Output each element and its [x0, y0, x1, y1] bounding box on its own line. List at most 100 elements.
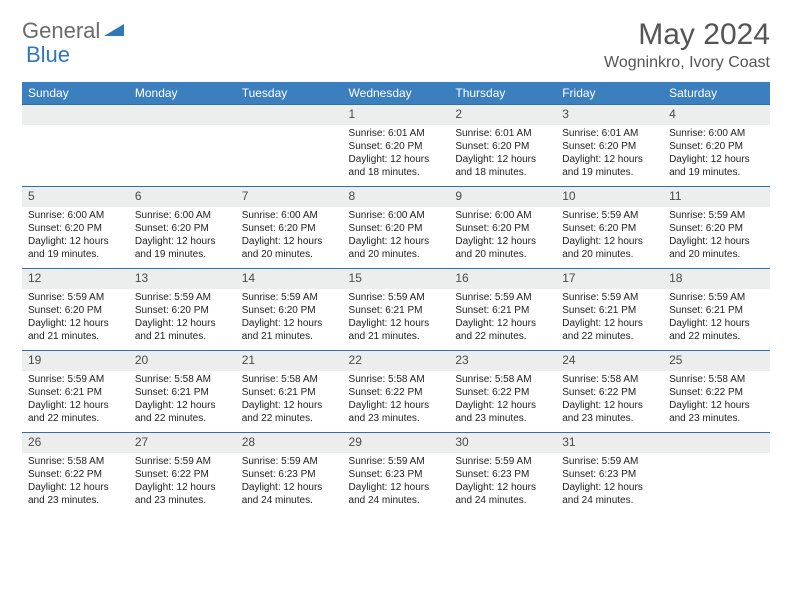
- day-cell: Sunrise: 6:00 AMSunset: 6:20 PMDaylight:…: [663, 125, 770, 187]
- day-detail-line: Sunset: 6:22 PM: [455, 386, 550, 399]
- day-detail-line: and 20 minutes.: [242, 248, 337, 261]
- day-detail-line: Daylight: 12 hours: [242, 481, 337, 494]
- day-detail-line: Sunrise: 6:00 AM: [349, 209, 444, 222]
- day-header: Monday: [129, 82, 236, 105]
- day-detail-line: Sunset: 6:20 PM: [28, 222, 123, 235]
- day-cell: Sunrise: 5:59 AMSunset: 6:23 PMDaylight:…: [556, 453, 663, 515]
- day-detail-line: Daylight: 12 hours: [349, 481, 444, 494]
- day-detail-line: Daylight: 12 hours: [455, 235, 550, 248]
- day-number: 11: [663, 187, 770, 207]
- logo: General: [22, 18, 128, 44]
- day-cell: Sunrise: 6:01 AMSunset: 6:20 PMDaylight:…: [556, 125, 663, 187]
- day-cell: Sunrise: 6:01 AMSunset: 6:20 PMDaylight:…: [449, 125, 556, 187]
- day-detail-line: Sunset: 6:20 PM: [562, 140, 657, 153]
- day-number: 30: [449, 433, 556, 453]
- day-detail-line: Sunrise: 5:59 AM: [349, 291, 444, 304]
- day-cell: Sunrise: 6:00 AMSunset: 6:20 PMDaylight:…: [129, 207, 236, 269]
- day-cell: [663, 453, 770, 515]
- day-detail-line: Sunset: 6:20 PM: [28, 304, 123, 317]
- day-number: [236, 105, 343, 125]
- day-detail-line: Sunset: 6:21 PM: [28, 386, 123, 399]
- daynum-row: 12131415161718: [22, 269, 770, 289]
- day-cell: Sunrise: 5:58 AMSunset: 6:22 PMDaylight:…: [663, 371, 770, 433]
- day-detail-line: Sunset: 6:20 PM: [349, 222, 444, 235]
- day-detail-line: and 21 minutes.: [242, 330, 337, 343]
- day-detail-line: Sunrise: 6:01 AM: [455, 127, 550, 140]
- day-detail-line: Daylight: 12 hours: [562, 317, 657, 330]
- day-detail-line: Daylight: 12 hours: [455, 317, 550, 330]
- day-detail-line: Sunrise: 6:00 AM: [28, 209, 123, 222]
- day-detail-line: and 22 minutes.: [242, 412, 337, 425]
- day-number: 6: [129, 187, 236, 207]
- day-cell: [129, 125, 236, 187]
- day-number: 28: [236, 433, 343, 453]
- day-detail-line: Daylight: 12 hours: [349, 399, 444, 412]
- content-row: Sunrise: 5:59 AMSunset: 6:21 PMDaylight:…: [22, 371, 770, 433]
- day-number: 23: [449, 351, 556, 371]
- day-detail-line: Daylight: 12 hours: [135, 235, 230, 248]
- day-number: 19: [22, 351, 129, 371]
- day-number: 29: [343, 433, 450, 453]
- day-detail-line: Sunrise: 6:00 AM: [242, 209, 337, 222]
- day-number: 3: [556, 105, 663, 125]
- day-detail-line: Sunrise: 5:59 AM: [455, 291, 550, 304]
- day-cell: Sunrise: 5:59 AMSunset: 6:20 PMDaylight:…: [663, 207, 770, 269]
- day-number: 1: [343, 105, 450, 125]
- day-detail-line: Sunset: 6:22 PM: [669, 386, 764, 399]
- day-detail-line: Daylight: 12 hours: [669, 153, 764, 166]
- day-cell: Sunrise: 6:00 AMSunset: 6:20 PMDaylight:…: [343, 207, 450, 269]
- daynum-row: 262728293031: [22, 433, 770, 453]
- day-detail-line: Sunset: 6:21 PM: [562, 304, 657, 317]
- day-detail-line: and 24 minutes.: [242, 494, 337, 507]
- day-detail-line: Daylight: 12 hours: [135, 317, 230, 330]
- day-cell: Sunrise: 5:58 AMSunset: 6:22 PMDaylight:…: [449, 371, 556, 433]
- day-detail-line: Daylight: 12 hours: [135, 481, 230, 494]
- day-detail-line: Sunrise: 5:59 AM: [28, 291, 123, 304]
- day-detail-line: and 23 minutes.: [28, 494, 123, 507]
- day-detail-line: and 18 minutes.: [349, 166, 444, 179]
- day-detail-line: and 24 minutes.: [455, 494, 550, 507]
- day-detail-line: Daylight: 12 hours: [242, 399, 337, 412]
- day-cell: Sunrise: 5:59 AMSunset: 6:20 PMDaylight:…: [129, 289, 236, 351]
- day-cell: Sunrise: 5:59 AMSunset: 6:20 PMDaylight:…: [556, 207, 663, 269]
- day-detail-line: Sunrise: 5:59 AM: [135, 455, 230, 468]
- day-cell: Sunrise: 5:58 AMSunset: 6:22 PMDaylight:…: [22, 453, 129, 515]
- day-number: [22, 105, 129, 125]
- day-header: Saturday: [663, 82, 770, 105]
- day-number: [663, 433, 770, 453]
- title-block: May 2024 Wogninkro, Ivory Coast: [604, 18, 770, 72]
- day-detail-line: Daylight: 12 hours: [28, 235, 123, 248]
- day-detail-line: Sunrise: 5:58 AM: [242, 373, 337, 386]
- logo-text-blue: Blue: [26, 42, 70, 67]
- day-header: Friday: [556, 82, 663, 105]
- day-number: 10: [556, 187, 663, 207]
- day-detail-line: Sunrise: 5:59 AM: [455, 455, 550, 468]
- content-row: Sunrise: 5:59 AMSunset: 6:20 PMDaylight:…: [22, 289, 770, 351]
- day-detail-line: Sunrise: 5:58 AM: [28, 455, 123, 468]
- day-detail-line: and 19 minutes.: [562, 166, 657, 179]
- day-detail-line: Daylight: 12 hours: [669, 235, 764, 248]
- day-detail-line: Sunrise: 5:59 AM: [242, 291, 337, 304]
- day-detail-line: Sunrise: 5:58 AM: [562, 373, 657, 386]
- day-detail-line: and 20 minutes.: [669, 248, 764, 261]
- day-detail-line: Sunset: 6:20 PM: [135, 222, 230, 235]
- day-number: 7: [236, 187, 343, 207]
- day-number: 26: [22, 433, 129, 453]
- day-detail-line: and 23 minutes.: [455, 412, 550, 425]
- day-cell: [236, 125, 343, 187]
- day-number: 12: [22, 269, 129, 289]
- day-detail-line: Sunset: 6:20 PM: [669, 222, 764, 235]
- day-detail-line: Sunrise: 5:59 AM: [562, 455, 657, 468]
- calendar-table: SundayMondayTuesdayWednesdayThursdayFrid…: [22, 82, 770, 515]
- day-detail-line: Daylight: 12 hours: [28, 399, 123, 412]
- day-detail-line: and 22 minutes.: [135, 412, 230, 425]
- day-detail-line: and 24 minutes.: [562, 494, 657, 507]
- daynum-row: 19202122232425: [22, 351, 770, 371]
- day-detail-line: Sunset: 6:21 PM: [242, 386, 337, 399]
- day-detail-line: Daylight: 12 hours: [669, 399, 764, 412]
- day-detail-line: Daylight: 12 hours: [349, 317, 444, 330]
- day-detail-line: Sunrise: 5:59 AM: [669, 209, 764, 222]
- day-detail-line: Sunset: 6:21 PM: [669, 304, 764, 317]
- content-row: Sunrise: 6:00 AMSunset: 6:20 PMDaylight:…: [22, 207, 770, 269]
- day-detail-line: Sunrise: 5:59 AM: [135, 291, 230, 304]
